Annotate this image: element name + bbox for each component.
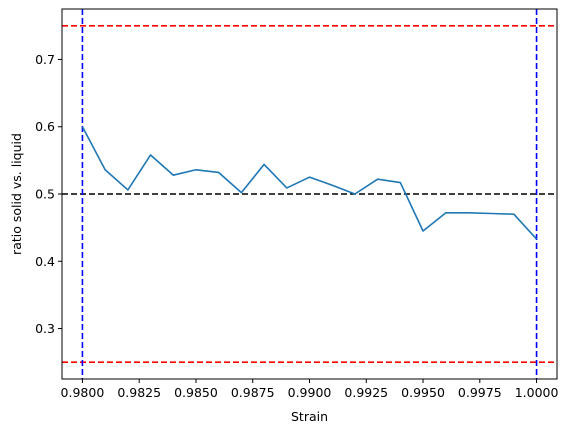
x-tick-label-1: 0.9825 — [117, 385, 161, 400]
y-tick-label-0: 0.3 — [35, 321, 55, 336]
series-layer — [81, 126, 538, 240]
y-tick-label-2: 0.5 — [35, 187, 55, 202]
reference-lines — [62, 9, 557, 379]
x-tick-label-7: 0.9975 — [458, 385, 502, 400]
y-axis: 0.3 0.4 0.5 0.6 0.7 — [35, 52, 62, 336]
x-tick-label-8: 1.0000 — [515, 385, 559, 400]
x-tick-label-3: 0.9875 — [231, 385, 275, 400]
y-tick-label-4: 0.7 — [35, 52, 55, 67]
x-tick-label-0: 0.9800 — [61, 385, 105, 400]
y-tick-label-1: 0.4 — [35, 254, 55, 269]
x-axis-label: Strain — [291, 409, 328, 424]
x-tick-label-2: 0.9850 — [174, 385, 218, 400]
y-tick-label-3: 0.6 — [35, 119, 55, 134]
x-tick-label-6: 0.9950 — [401, 385, 445, 400]
series-line-0 — [81, 126, 538, 240]
x-tick-label-5: 0.9925 — [344, 385, 388, 400]
x-tick-label-4: 0.9900 — [288, 385, 332, 400]
y-axis-label: ratio solid vs. liquid — [9, 133, 24, 255]
x-axis: 0.9800 0.9825 0.9850 0.9875 0.9900 0.9925 0.99… — [61, 379, 559, 400]
